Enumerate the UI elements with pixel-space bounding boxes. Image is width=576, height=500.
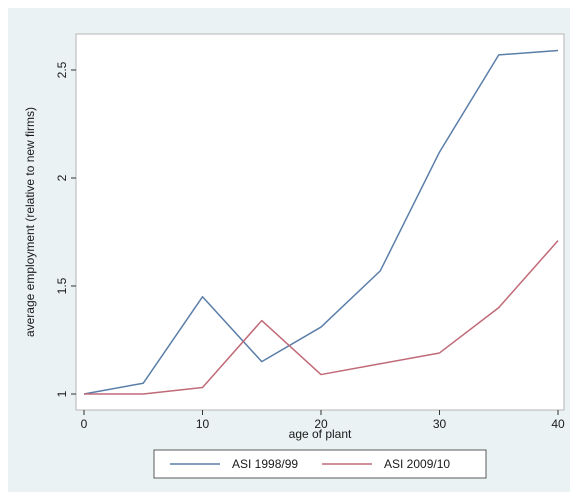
x-tick-label: 20 [314, 417, 328, 431]
x-tick-label: 10 [196, 417, 210, 431]
legend: ASI 1998/99 ASI 2009/10 [153, 449, 487, 479]
y-tick-label: 2 [55, 174, 69, 181]
series-lines [83, 49, 559, 395]
series-line-asi-2009 [84, 240, 559, 395]
x-axis: 0 10 20 30 40 [81, 410, 565, 431]
y-axis-title: average employment (relative to new firm… [23, 107, 37, 337]
legend-label-asi-1998: ASI 1998/99 [232, 457, 298, 471]
y-tick-label: 1 [55, 390, 69, 397]
x-tick-label: 0 [81, 417, 88, 431]
x-axis-title: age of plant [289, 427, 352, 441]
y-tick-label: 1.5 [55, 277, 69, 294]
x-tick-label: 30 [433, 417, 447, 431]
legend-label-asi-2009: ASI 2009/10 [384, 457, 450, 471]
legend-box [153, 449, 487, 479]
chart-background: 1 1.5 2 2.5 0 10 20 30 40 age of plant average … [8, 8, 570, 492]
series-line-asi-1998 [83, 49, 559, 395]
x-tick-label: 40 [551, 417, 565, 431]
y-axis: 1 1.5 2 2.5 [55, 61, 76, 397]
line-chart: 1 1.5 2 2.5 0 10 20 30 40 age of plant average … [23, 33, 565, 479]
plot-area [75, 33, 565, 411]
y-tick-label: 2.5 [55, 61, 69, 78]
